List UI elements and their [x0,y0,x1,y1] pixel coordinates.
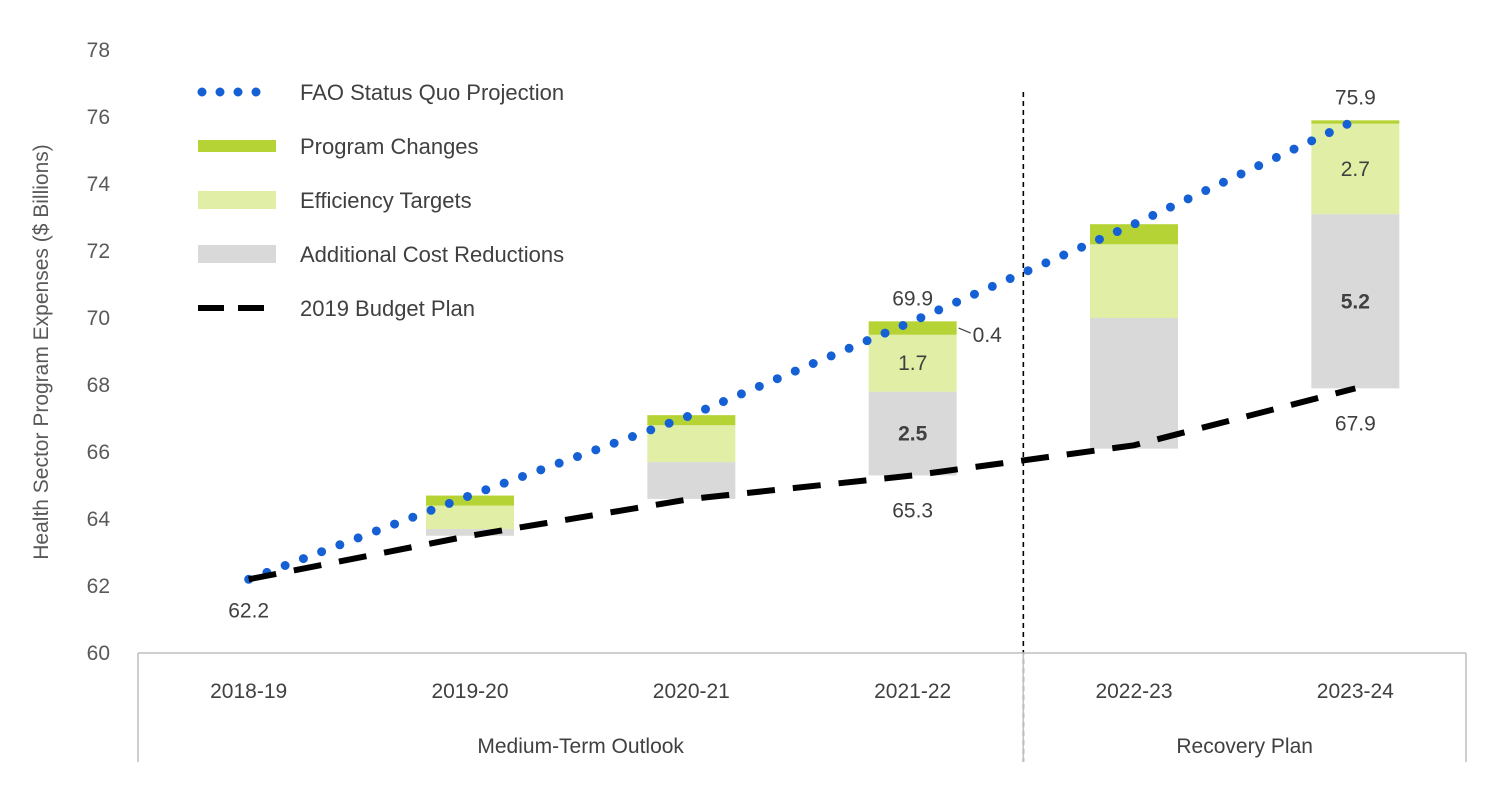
y-axis: 60 62 64 66 68 70 72 74 76 78 [87,39,111,665]
y-tick-label: 76 [87,106,110,129]
lines [244,92,1360,762]
legend-label: Efficiency Targets [300,188,472,213]
bar-segment-efficiency-targets [1090,244,1178,318]
y-tick-label: 70 [87,307,110,330]
legend: FAO Status Quo Projection Program Changes… [197,80,564,321]
data-label: 2.5 [898,423,928,446]
data-label: 1.7 [898,352,927,375]
line-2019-budget-plan [248,385,1357,583]
bar-segment-additional-cost-reductions [868,391,957,476]
data-labels: 62.2 69.9 0.4 1.7 2.5 65.3 75.9 2.7 5.2 67.9 [228,86,1376,622]
legend-label: 2019 Budget Plan [300,296,475,321]
x-tick-label: 2019-20 [431,680,508,703]
x-group-label: Medium-Term Outlook [477,735,684,758]
data-label: 0.4 [973,324,1003,347]
bar-segment-efficiency-targets [1311,123,1400,215]
legend-swatch [198,245,276,263]
bar-segment-program-changes [1090,224,1178,245]
leader-line [958,327,971,334]
bar-segment-program-changes [647,415,736,426]
legend-label: Additional Cost Reductions [300,242,564,267]
bar-segment-program-changes [426,495,514,506]
y-tick-label: 62 [87,575,110,598]
line-fao-status-quo-projection [244,115,1360,584]
legend-label: Program Changes [300,134,479,159]
data-label: 62.2 [228,599,269,622]
data-label: 69.9 [892,287,933,310]
data-label: 2.7 [1341,158,1370,181]
bar-segment-efficiency-targets [868,334,957,392]
bar-segment-additional-cost-reductions [1311,214,1400,389]
x-group-label: Recovery Plan [1176,735,1313,758]
data-label: 65.3 [892,499,933,522]
bars [426,120,1400,536]
legend-swatch [198,140,276,152]
bar-segment-efficiency-targets [647,425,736,463]
y-tick-label: 78 [87,39,110,62]
x-tick-label: 2020-21 [653,680,730,703]
y-tick-label: 68 [87,374,110,397]
y-tick-label: 60 [87,642,110,665]
legend-label: FAO Status Quo Projection [300,80,564,105]
y-tick-label: 64 [87,508,111,531]
bar-segment-program-changes [1311,120,1400,124]
y-tick-label: 74 [87,173,111,196]
bar-segment-efficiency-targets [426,505,514,530]
y-tick-label: 72 [87,240,110,263]
x-axis: 2018-19 2019-20 2020-21 2021-22 2022-23 2023-… [137,652,1467,762]
x-tick-label: 2018-19 [210,680,287,703]
legend-swatch [198,191,276,209]
data-label: 67.9 [1335,412,1376,435]
bar-segment-additional-cost-reductions [1090,318,1178,449]
bar-segment-additional-cost-reductions [426,529,514,536]
data-label: 75.9 [1335,86,1376,109]
y-tick-label: 66 [87,441,110,464]
x-tick-label: 2022-23 [1095,680,1172,703]
bar-segment-additional-cost-reductions [647,462,736,499]
y-axis-title: Health Sector Program Expenses ($ Billio… [30,144,53,560]
bar-segment-program-changes [868,321,957,335]
x-tick-label: 2023-24 [1317,680,1394,703]
x-tick-label: 2021-22 [874,680,951,703]
data-label: 5.2 [1341,290,1370,313]
